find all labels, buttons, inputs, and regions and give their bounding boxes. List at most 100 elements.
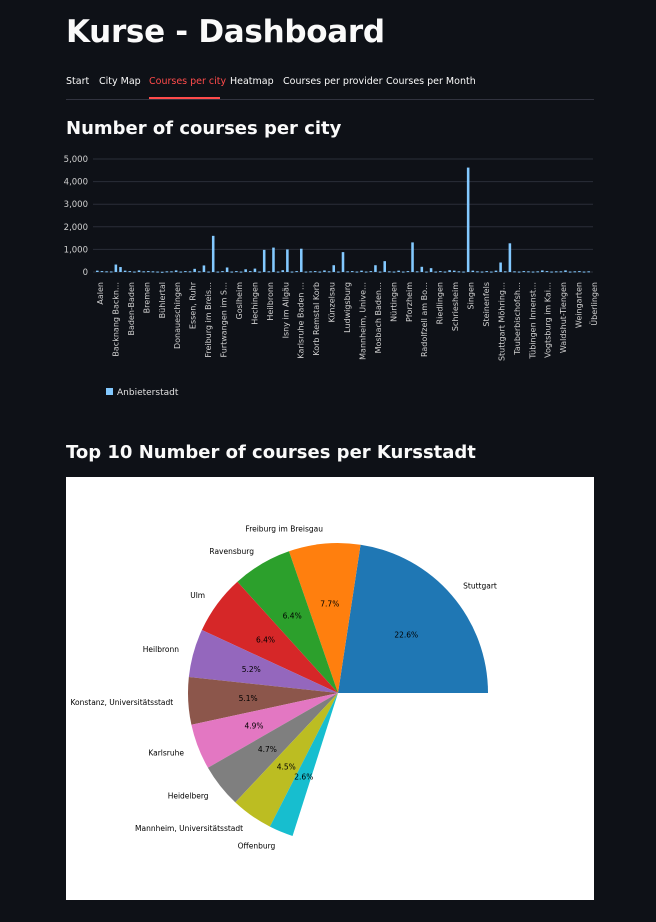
tab-courses-per-month[interactable]: Courses per Month [386,76,476,87]
tab-heatmap[interactable]: Heatmap [230,76,274,87]
bar [96,270,99,272]
bar [374,265,377,272]
bar [531,271,535,273]
x-tick-label: Tübingen Innenst… [528,282,537,360]
bar [517,271,521,273]
bar [165,271,169,273]
x-tick-label: Goslheim [235,282,244,320]
tab-city-map[interactable]: City Map [99,76,141,87]
bar [276,271,280,273]
bar [295,271,298,273]
bar [522,271,526,273]
bar [545,271,549,273]
pie-slice [188,677,338,725]
y-tick-label: 4,000 [64,178,88,188]
bar [554,271,558,273]
bar [527,271,530,273]
bar [318,271,322,273]
bar [244,269,247,272]
bar [401,271,405,273]
tab-start[interactable]: Start [66,76,90,87]
bar [341,252,345,272]
y-tick-label: 5,000 [64,155,88,165]
x-tick-label: Hechingen [250,282,259,325]
bar [179,271,183,273]
pie-chart-heading: Top 10 Number of courses per Kursstadt [66,442,476,463]
bar [105,271,108,273]
bar [100,271,104,273]
x-tick-label: Steinenfels [482,282,491,327]
tab-courses-per-provider[interactable]: Courses per provider [283,76,383,87]
bar [151,271,155,273]
slice-label: Offenburg [238,842,276,851]
bar [443,271,447,273]
bar [392,271,396,273]
pie-chart: 22.6% Stuttgart 7.7% Freiburg im Breisgau 6.… [70,525,496,851]
pie-slice [269,693,338,836]
bar [434,271,437,273]
bar [109,271,113,273]
bar [485,271,488,273]
x-tick-label: Stuttgart Möhring… [497,282,506,361]
bar [452,270,456,272]
bar [457,271,461,273]
pie-chart-panel: 22.6% Stuttgart 7.7% Freiburg im Breisgau 6.… [66,477,594,900]
slice-percent-label: 6.4% [256,636,275,645]
bar [383,261,386,272]
bar [471,270,475,272]
bar [304,271,308,273]
bar [582,271,586,273]
bar [239,271,243,273]
bar [207,271,210,273]
slice-percent-label: 22.6% [394,630,418,639]
bar [123,270,127,272]
bar [448,270,451,272]
x-tick-label: Mosbach Baden… [374,282,383,353]
bar [480,271,484,273]
bar [550,271,553,273]
slice-percent-label: 4.9% [244,721,263,730]
x-tick-label: Pforzheim [405,282,414,322]
x-tick-label: Bremen [142,282,151,313]
bar [578,271,581,273]
bar [156,271,159,273]
bar [300,248,303,272]
bar [160,271,164,273]
bar [587,271,590,273]
x-tick-label: Furtwangen im S… [220,282,229,357]
bar [170,271,173,273]
bar [346,271,349,273]
x-tick-label: Weingarten [575,282,584,328]
bar [429,268,433,272]
bar [174,270,178,272]
bar [286,249,289,272]
x-tick-label: Karlsruhe Baden … [297,282,306,359]
bar [425,271,428,273]
slice-label: Heilbronn [143,645,179,654]
bar [258,271,261,273]
bar-chart: 0 1,000 2,000 3,000 4,000 5,000 Aalen Backnang … [64,155,599,398]
tab-courses-per-city[interactable]: Courses per city [149,76,227,87]
x-tick-label: Ludwigsburg [343,282,352,333]
bar [499,262,502,272]
x-tick-label: Künzelsau [328,282,337,322]
bar [466,167,470,272]
slice-label: Freiburg im Breisgau [245,525,323,534]
bar [327,271,331,273]
slice-percent-label: 4.5% [277,763,296,772]
slice-label: Ulm [190,591,205,600]
slice-percent-label: 5.1% [239,694,258,703]
y-tick-label: 0 [83,268,88,278]
bar [184,271,187,273]
bar [439,271,442,273]
bar [388,271,391,273]
bar [281,270,285,272]
bar [142,271,145,273]
bar [559,271,563,273]
bar [350,271,354,273]
bar [290,271,294,273]
bar [188,271,192,273]
bar [313,271,317,273]
x-tick-label: Schriesheim [451,282,460,331]
bar [490,271,493,273]
